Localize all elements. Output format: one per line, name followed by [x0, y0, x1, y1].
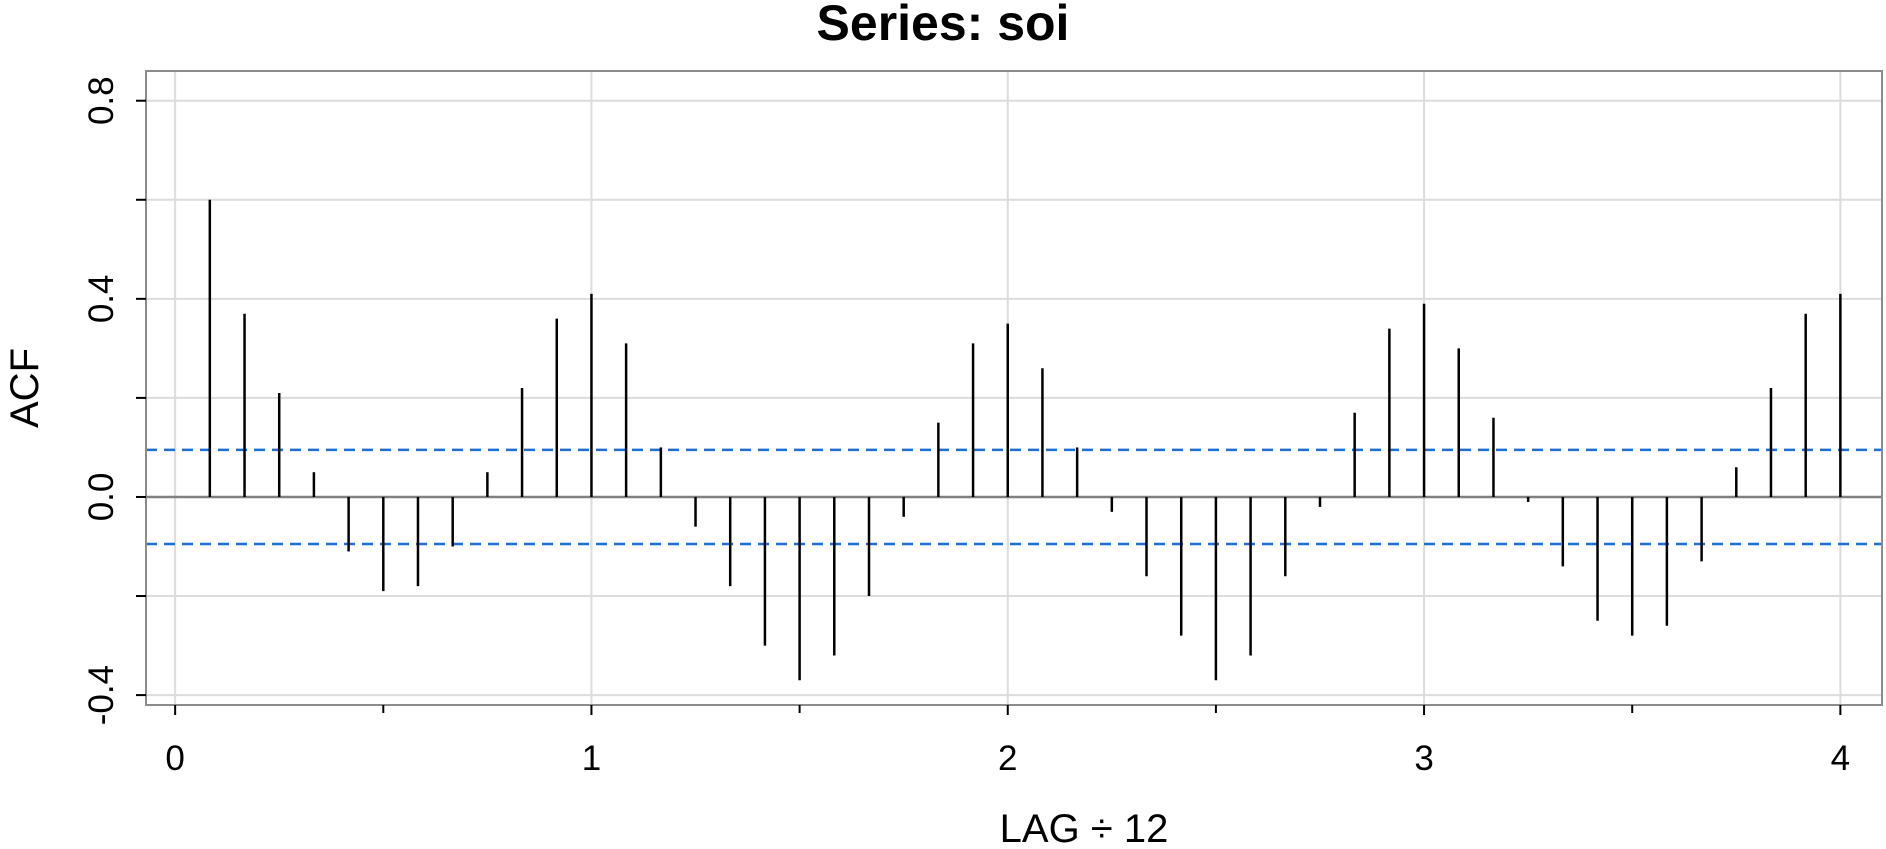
y-tick-label: 0.0 [82, 473, 121, 522]
x-tick-label: 0 [165, 739, 184, 778]
x-tick-label: 3 [1414, 739, 1433, 778]
x-tick-label: 1 [582, 739, 601, 778]
chart-title: Series: soi [817, 0, 1070, 51]
acf-bars [208, 199, 1842, 681]
y-tick-label: 0.4 [82, 275, 121, 324]
plot-frame [145, 70, 1883, 706]
x-axis-label: LAG ÷ 12 [1000, 807, 1169, 849]
confidence-band-lines [146, 448, 1882, 546]
y-axis: -0.4 0.0 0.4 0.8 [82, 76, 146, 725]
grid-lines [146, 71, 1882, 705]
x-axis: 0 1 2 3 4 [165, 705, 1850, 778]
y-tick-label: 0.8 [82, 76, 121, 125]
y-axis-label: ACF [3, 348, 47, 428]
x-tick-label: 4 [1831, 739, 1850, 778]
y-tick-label: -0.4 [82, 665, 121, 725]
x-tick-label: 2 [998, 739, 1017, 778]
